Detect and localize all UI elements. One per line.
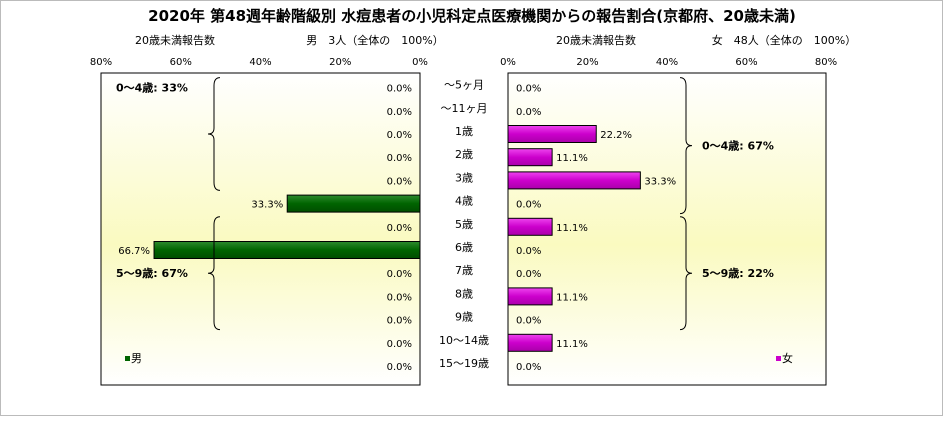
left-header-sub: 20歳未満報告数: [135, 34, 215, 47]
female-bar: [507, 287, 553, 306]
male-group-brace: [207, 77, 221, 191]
female-value-label: 0.0%: [516, 269, 541, 280]
female-value-label: 0.0%: [516, 200, 541, 211]
female-value-label: 11.1%: [556, 339, 588, 350]
female-value-label: 0.0%: [516, 246, 541, 257]
female-group-label: 5～9歳: 22%: [702, 266, 774, 280]
male-value-label: 0.0%: [387, 339, 412, 350]
male-value-label: 66.7%: [118, 246, 150, 257]
female-bar: [507, 148, 553, 167]
female-group-brace: [679, 77, 693, 215]
female-value-label: 0.0%: [516, 107, 541, 118]
category-label: 8歳: [455, 287, 473, 300]
female-bar: [507, 217, 553, 236]
left-x-tick-label: 20%: [329, 57, 351, 68]
category-label: 6歳: [455, 241, 473, 254]
female-bar: [507, 333, 553, 352]
female-value-label: 0.0%: [516, 84, 541, 95]
male-value-label: 0.0%: [387, 84, 412, 95]
category-label: 3歳: [455, 171, 473, 184]
right-header-sub: 20歳未満報告数: [556, 34, 636, 47]
male-value-label: 0.0%: [387, 153, 412, 164]
female-value-label: 33.3%: [644, 176, 676, 187]
female-group-label: 0～4歳: 67%: [702, 139, 774, 153]
left-x-tick-label: 0%: [412, 57, 428, 68]
male-value-label: 0.0%: [387, 316, 412, 327]
female-value-label: 11.1%: [556, 223, 588, 234]
category-label: ～5ヶ月: [444, 79, 484, 92]
category-label: 1歳: [455, 125, 473, 138]
left-x-tick-label: 60%: [170, 57, 192, 68]
right-x-tick-label: 40%: [656, 57, 678, 68]
right-header-main: 女 48人（全体の 100%）: [712, 33, 856, 47]
female-bar: [507, 171, 641, 190]
legend-female-swatch: [776, 356, 781, 361]
category-label: 15～19歳: [439, 357, 489, 370]
male-bar: [286, 194, 421, 213]
legend-male-label: 男: [131, 352, 142, 365]
category-label: ～11ヶ月: [441, 102, 488, 115]
male-group-label: 0～4歳: 33%: [116, 81, 188, 95]
left-x-tick-label: 80%: [90, 57, 112, 68]
category-label: 10～14歳: [439, 334, 489, 347]
category-label: 7歳: [455, 264, 473, 277]
category-label: 5歳: [455, 218, 473, 231]
female-bar: [507, 125, 597, 143]
legend-male-swatch: [125, 356, 130, 361]
male-value-label: 0.0%: [387, 362, 412, 373]
female-value-label: 0.0%: [516, 362, 541, 373]
female-value-label: 11.1%: [556, 292, 588, 303]
right-x-tick-label: 20%: [576, 57, 598, 68]
right-x-tick-label: 60%: [735, 57, 757, 68]
left-plot-area: [100, 72, 421, 386]
right-x-tick-label: 0%: [500, 57, 516, 68]
male-bar: [153, 241, 421, 259]
female-value-label: 22.2%: [600, 130, 632, 141]
category-label: 9歳: [455, 311, 473, 324]
female-group-brace: [679, 216, 693, 331]
male-value-label: 0.0%: [387, 223, 412, 234]
female-value-label: 0.0%: [516, 316, 541, 327]
male-value-label: 0.0%: [387, 176, 412, 187]
male-value-label: 0.0%: [387, 269, 412, 280]
chart-title: 2020年 第48週年齢階級別 水痘患者の小児科定点医療機関からの報告割合(京都…: [148, 7, 796, 25]
male-value-label: 0.0%: [387, 130, 412, 141]
male-value-label: 0.0%: [387, 107, 412, 118]
right-x-tick-label: 80%: [815, 57, 837, 68]
female-value-label: 11.1%: [556, 153, 588, 164]
male-value-label: 33.3%: [251, 200, 283, 211]
category-label: 2歳: [455, 148, 473, 161]
male-group-brace: [207, 216, 221, 331]
left-x-tick-label: 40%: [249, 57, 271, 68]
legend-female-label: 女: [782, 351, 793, 365]
left-header-main: 男 3人（全体の 100%）: [306, 33, 443, 47]
male-value-label: 0.0%: [387, 292, 412, 303]
category-label: 4歳: [455, 195, 473, 208]
male-group-label: 5～9歳: 67%: [116, 266, 188, 280]
